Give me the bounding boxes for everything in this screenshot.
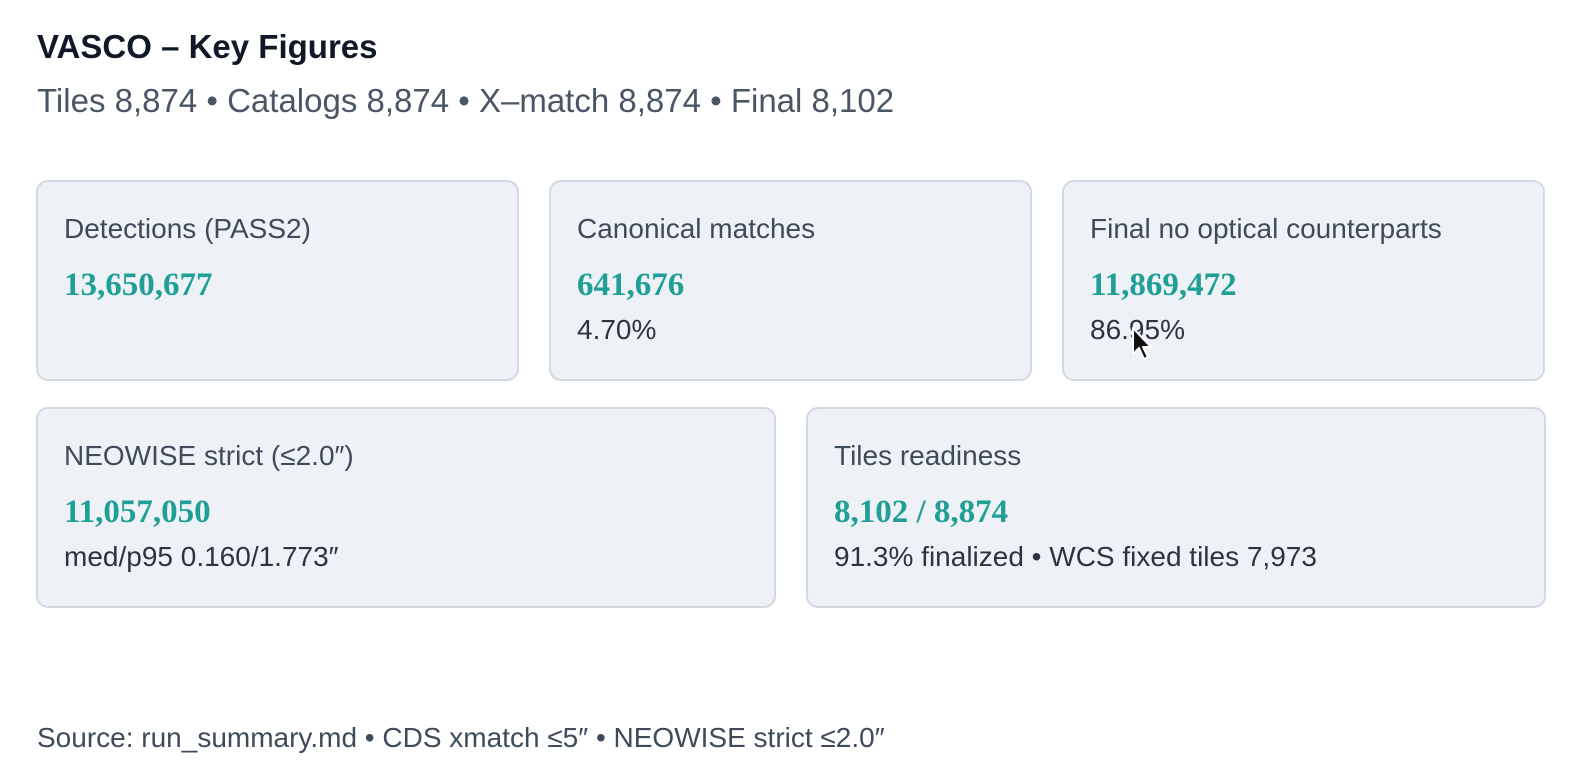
- card-value: 641,676: [577, 267, 685, 303]
- title: VASCO – Key Figures: [37, 28, 378, 65]
- card-value: 8,102 / 8,874: [834, 494, 1009, 530]
- card-detail: med/p95 0.160/1.773″: [64, 541, 339, 572]
- card-value: 11,057,050: [64, 494, 211, 530]
- card: Canonical matches 641,676 4.70%: [549, 180, 1032, 381]
- card-label: Final no optical counterparts: [1090, 213, 1442, 244]
- card: NEOWISE strict (≤2.0″) 11,057,050 med/p9…: [36, 407, 776, 608]
- card-label: Canonical matches: [577, 213, 816, 244]
- card-value: 11,869,472: [1090, 267, 1237, 303]
- mouse-cursor: [1132, 327, 1152, 360]
- card-label: Tiles readiness: [834, 440, 1022, 471]
- card-label: NEOWISE strict (≤2.0″): [64, 440, 354, 471]
- footer-source: Source: run_summary.md • CDS xmatch ≤5″ …: [37, 722, 885, 753]
- card-label: Detections (PASS2): [64, 213, 311, 244]
- card-detail: 4.70%: [577, 314, 657, 345]
- card-value: 13,650,677: [64, 267, 213, 303]
- card: Tiles readiness 8,102 / 8,874 91.3% fina…: [806, 407, 1546, 608]
- card: Detections (PASS2) 13,650,677: [36, 180, 519, 381]
- card-detail: 91.3% finalized • WCS fixed tiles 7,973: [834, 541, 1317, 572]
- subtitle: Tiles 8,874 • Catalogs 8,874 • X–match 8…: [37, 82, 895, 119]
